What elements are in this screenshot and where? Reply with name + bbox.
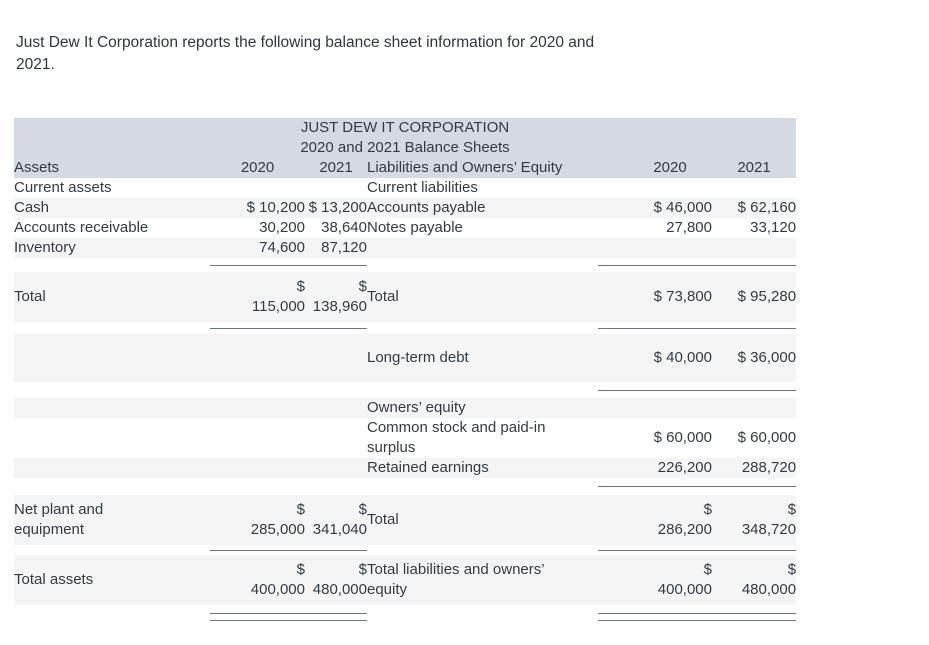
accounts-payable-2020-value: $ 46,000	[653, 199, 712, 216]
net-plant-2020-value: $ 285,000	[250, 501, 305, 538]
table-subtitle: 2020 and 2021 Balance Sheets	[14, 138, 797, 158]
header-right-2021: 2021	[712, 158, 797, 178]
cash-2020-value: $ 10,200	[246, 199, 305, 216]
total-assets-double-rule-1	[210, 612, 367, 614]
total-assets-2020-value: $ 400,000	[250, 561, 305, 598]
header-liabilities: Liabilities and Owners’ Equity	[367, 158, 598, 178]
long-term-debt-2021-value: $ 36,000	[737, 349, 797, 366]
common-stock-2020-value: $ 60,000	[653, 429, 712, 446]
table-subtitle-row: 2020 and 2021 Balance Sheets	[14, 138, 797, 158]
grand-total-row: Total assets $ 400,000 $ 480,000 Total l…	[14, 555, 797, 605]
owners-equity-total-bottom-rule	[598, 549, 797, 551]
inventory-2021-value: 87,120	[321, 239, 367, 256]
left-total-bottom-rule	[210, 327, 367, 329]
common-stock-label: Common stock and paid-in surplus	[367, 419, 546, 456]
current-liabilities-label: Current liabilities	[367, 179, 478, 196]
header-assets: Assets	[14, 158, 210, 178]
table-title: JUST DEW IT CORPORATION	[14, 118, 797, 138]
total-current-liabilities-2020-value: $ 73,800	[653, 288, 712, 305]
accounts-payable-label: Accounts payable	[367, 198, 598, 218]
total-owners-equity-2020-value: $ 286,200	[657, 501, 712, 538]
net-plant-total-oe-row: Net plant and equipment $ 285,000 $ 341,…	[14, 495, 797, 545]
total-liabilities-double-rule-2	[598, 619, 797, 621]
inventory-2020-value: 74,600	[259, 239, 305, 256]
total-current-liabilities-label: Total	[367, 272, 598, 322]
total-liabilities-double-rule-1	[598, 612, 797, 614]
current-totals-row: Total $ 115,000 $ 138,960 Total $ 73,800…	[14, 272, 797, 322]
accounts-receivable-2020-value: 30,200	[259, 219, 305, 236]
retained-earnings-row: Retained earnings 226,200 288,720	[14, 458, 797, 478]
accounts-payable-2021-value: $ 62,160	[737, 199, 797, 216]
long-term-debt-label: Long-term debt	[367, 334, 598, 382]
common-stock-2021-value: $ 60,000	[737, 429, 797, 446]
owners-equity-section-row: Owners’ equity	[14, 398, 797, 418]
problem-statement: Just Dew It Corporation reports the foll…	[16, 34, 595, 73]
total-liabilities-equity-2021-value: $ 480,000	[741, 561, 797, 598]
cash-accounts-payable-row: Cash $ 10,200 $ 13,200 Accounts payable …	[14, 198, 797, 218]
net-plant-2021-value: $ 341,040	[312, 501, 367, 538]
rule-spacer	[14, 382, 797, 398]
owners-equity-total-top-rule	[598, 486, 797, 487]
long-term-debt-bottom-rule	[598, 389, 797, 391]
current-assets-label: Current assets	[14, 179, 112, 196]
header-left-2020: 2020	[210, 158, 305, 178]
net-plant-bottom-rule	[210, 549, 367, 551]
header-right-2020: 2020	[598, 158, 712, 178]
accounts-receivable-2021-value: 38,640	[321, 219, 367, 236]
inventory-row: Inventory 74,600 87,120	[14, 238, 797, 258]
section-row: Current assets Current liabilities	[14, 178, 796, 198]
notes-payable-label: Notes payable	[367, 219, 463, 236]
cash-label: Cash	[14, 198, 210, 218]
owners-equity-label: Owners’ equity	[367, 398, 598, 418]
rule-spacer	[14, 322, 797, 334]
right-total-top-rule	[598, 264, 797, 266]
rule-spacer	[14, 258, 797, 272]
cash-2021-value: $ 13,200	[308, 199, 367, 216]
total-assets-label: Total assets	[14, 555, 210, 605]
long-term-debt-2020-value: $ 40,000	[653, 349, 712, 366]
column-header-row: Assets 2020 2021 Liabilities and Owners’…	[14, 158, 797, 178]
rule-spacer	[14, 545, 797, 555]
total-current-liabilities-2021-value: $ 95,280	[737, 288, 797, 305]
left-total-top-rule	[210, 264, 367, 266]
rule-spacer	[14, 478, 797, 495]
total-assets-2021-value: $ 480,000	[312, 561, 367, 598]
total-liabilities-equity-2020-value: $ 400,000	[657, 561, 712, 598]
header-left-2021: 2021	[305, 158, 367, 178]
long-term-debt-row: Long-term debt $ 40,000 $ 36,000	[14, 334, 797, 382]
inventory-label: Inventory	[14, 238, 210, 258]
total-owners-equity-2021-value: $ 348,720	[741, 501, 797, 538]
common-stock-row: Common stock and paid-in surplus $ 60,00…	[14, 418, 796, 458]
total-current-assets-label: Total	[14, 272, 210, 322]
accounts-receivable-label: Accounts receivable	[14, 219, 149, 236]
right-total-bottom-rule	[598, 327, 797, 329]
total-current-assets-2021-value: $ 138,960	[312, 278, 367, 315]
retained-earnings-label: Retained earnings	[367, 458, 598, 478]
double-rule-spacer	[14, 605, 797, 625]
total-assets-double-rule-2	[210, 619, 367, 621]
net-plant-label: Net plant and equipment	[14, 501, 104, 538]
retained-earnings-2020-value: 226,200	[657, 459, 712, 476]
total-liabilities-equity-label: Total liabilities and owners’ equity	[367, 561, 545, 598]
total-current-assets-2020-value: $ 115,000	[251, 278, 305, 315]
notes-payable-2020-value: 27,800	[666, 219, 712, 236]
receivable-notes-row: Accounts receivable 30,200 38,640 Notes …	[14, 218, 796, 238]
notes-payable-2021-value: 33,120	[750, 219, 797, 236]
total-owners-equity-label: Total	[367, 495, 598, 545]
table-title-row: JUST DEW IT CORPORATION	[14, 118, 797, 138]
retained-earnings-2021-value: 288,720	[741, 459, 797, 476]
balance-sheet-table: JUST DEW IT CORPORATION 2020 and 2021 Ba…	[14, 118, 797, 625]
